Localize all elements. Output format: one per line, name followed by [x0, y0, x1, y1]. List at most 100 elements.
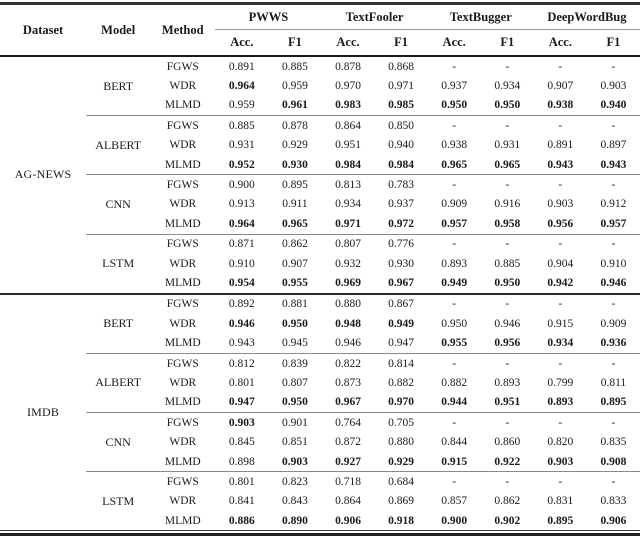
table-row: MLMD 0.959 0.961 0.983 0.985 0.950 0.950 0.938 0…: [0, 96, 640, 116]
value-cell: 0.885: [281, 60, 308, 73]
value-cell: 0.955: [441, 337, 468, 350]
value-cell: 0.938: [441, 139, 468, 152]
value-cell: 0.910: [228, 257, 255, 270]
value-cell: 0.813: [321, 174, 375, 195]
value-cell: 0.903: [215, 412, 269, 433]
value-cell: 0.942: [547, 276, 574, 289]
method-label: WDR: [169, 80, 197, 93]
value-cell: -: [452, 298, 457, 311]
table-row: WDR 0.845 0.851 0.872 0.880 0.844 0.860 0.820 0.…: [0, 432, 640, 451]
value-cell: 0.807: [281, 376, 308, 389]
value-cell: 0.823: [268, 471, 322, 492]
value-cell: 0.862: [268, 233, 322, 254]
value-cell: -: [533, 352, 587, 374]
value-cell: 0.903: [281, 455, 308, 468]
metric-header: F1: [394, 35, 409, 49]
value-cell: -: [611, 298, 616, 311]
value-cell: 0.946: [494, 317, 521, 330]
value-cell: 0.957: [441, 217, 468, 230]
value-cell: -: [558, 60, 563, 73]
value-cell: 0.965: [494, 158, 521, 171]
value-cell: -: [480, 174, 534, 195]
value-cell: 0.873: [335, 376, 361, 389]
value-cell: 0.893: [494, 376, 521, 389]
value-cell: -: [586, 352, 640, 374]
value-cell: 0.897: [600, 139, 627, 152]
value-cell: 0.934: [335, 198, 361, 211]
table-row: MLMD 0.947 0.950 0.967 0.970 0.944 0.951 0.893 0…: [0, 393, 640, 413]
value-cell: 0.811: [600, 376, 627, 389]
value-cell: 0.946: [600, 276, 627, 289]
value-cell: -: [586, 174, 640, 195]
value-cell: 0.903: [547, 198, 574, 211]
value-cell: 0.971: [335, 217, 361, 230]
table-row: MLMD 0.954 0.955 0.969 0.967 0.949 0.950 0.942 0…: [0, 273, 640, 293]
model-label: BERT: [103, 78, 134, 93]
value-cell: 0.971: [388, 80, 415, 93]
value-cell: 0.950: [441, 317, 468, 330]
value-cell: 0.909: [441, 198, 468, 211]
value-cell: -: [586, 412, 640, 433]
value-cell: 0.684: [374, 471, 428, 492]
table-row: WDR 0.964 0.959 0.970 0.971 0.937 0.934 0.907 0.…: [0, 76, 640, 95]
value-cell: 0.812: [215, 352, 269, 374]
value-cell: 0.718: [321, 471, 375, 492]
method-label: FGWS: [150, 352, 216, 374]
table-row: WDR 0.910 0.907 0.932 0.930 0.893 0.885 0.904 0.…: [0, 254, 640, 273]
value-cell: 0.895: [600, 396, 627, 409]
value-cell: -: [533, 174, 587, 195]
value-cell: 0.967: [388, 276, 415, 289]
method-label: MLMD: [164, 514, 201, 527]
value-cell: 0.891: [228, 60, 255, 73]
value-cell: 0.969: [335, 276, 361, 289]
value-cell: 0.909: [600, 317, 627, 330]
value-cell: 0.955: [281, 276, 308, 289]
value-cell: 0.885: [494, 257, 521, 270]
model-label: ALBERT: [86, 352, 151, 413]
value-cell: 0.958: [494, 217, 521, 230]
value-cell: 0.947: [228, 396, 255, 409]
model-label: LSTM: [86, 233, 151, 294]
value-cell: -: [480, 412, 534, 433]
value-cell: 0.930: [388, 257, 415, 270]
value-cell: 0.878: [268, 115, 322, 136]
table-row: ALBERT FGWS 0.812 0.839 0.822 0.814- - - -: [0, 352, 640, 413]
table-row: AG-NEWS BERT FGWS 0.891 0.885 0.878 0.868- - - -: [0, 56, 640, 182]
value-cell: -: [533, 471, 587, 492]
attack-group-header: TextBugger: [427, 3, 534, 30]
value-cell: 0.886: [228, 514, 255, 527]
value-cell: 0.951: [494, 396, 521, 409]
value-cell: -: [505, 60, 510, 73]
dataset-label: AG-NEWS: [14, 167, 72, 182]
value-cell: 0.946: [335, 337, 361, 350]
value-cell: 0.956: [494, 337, 521, 350]
value-cell: 0.895: [547, 514, 574, 527]
value-cell: 0.814: [374, 352, 428, 374]
value-cell: 0.950: [441, 99, 468, 112]
value-cell: 0.950: [281, 317, 308, 330]
value-cell: 0.937: [441, 80, 468, 93]
value-cell: 0.900: [215, 174, 269, 195]
value-cell: -: [427, 174, 481, 195]
attack-group-header: DeepWordBug: [533, 3, 640, 30]
value-cell: 0.839: [268, 352, 322, 374]
value-cell: 0.936: [600, 337, 627, 350]
value-cell: 0.967: [335, 396, 361, 409]
value-cell: 0.950: [494, 99, 521, 112]
value-cell: 0.885: [215, 115, 269, 136]
value-cell: 0.903: [547, 455, 574, 468]
value-cell: 0.890: [281, 514, 308, 527]
value-cell: -: [427, 412, 481, 433]
method-label: MLMD: [164, 99, 201, 112]
value-cell: 0.944: [441, 396, 468, 409]
value-cell: 0.985: [388, 99, 415, 112]
value-cell: 0.860: [494, 436, 521, 449]
value-cell: 0.945: [281, 337, 308, 350]
value-cell: -: [427, 233, 481, 254]
metric-header: F1: [500, 35, 515, 49]
value-cell: 0.970: [335, 80, 361, 93]
value-cell: 0.913: [228, 198, 255, 211]
value-cell: 0.892: [228, 298, 255, 311]
value-cell: -: [452, 60, 457, 73]
